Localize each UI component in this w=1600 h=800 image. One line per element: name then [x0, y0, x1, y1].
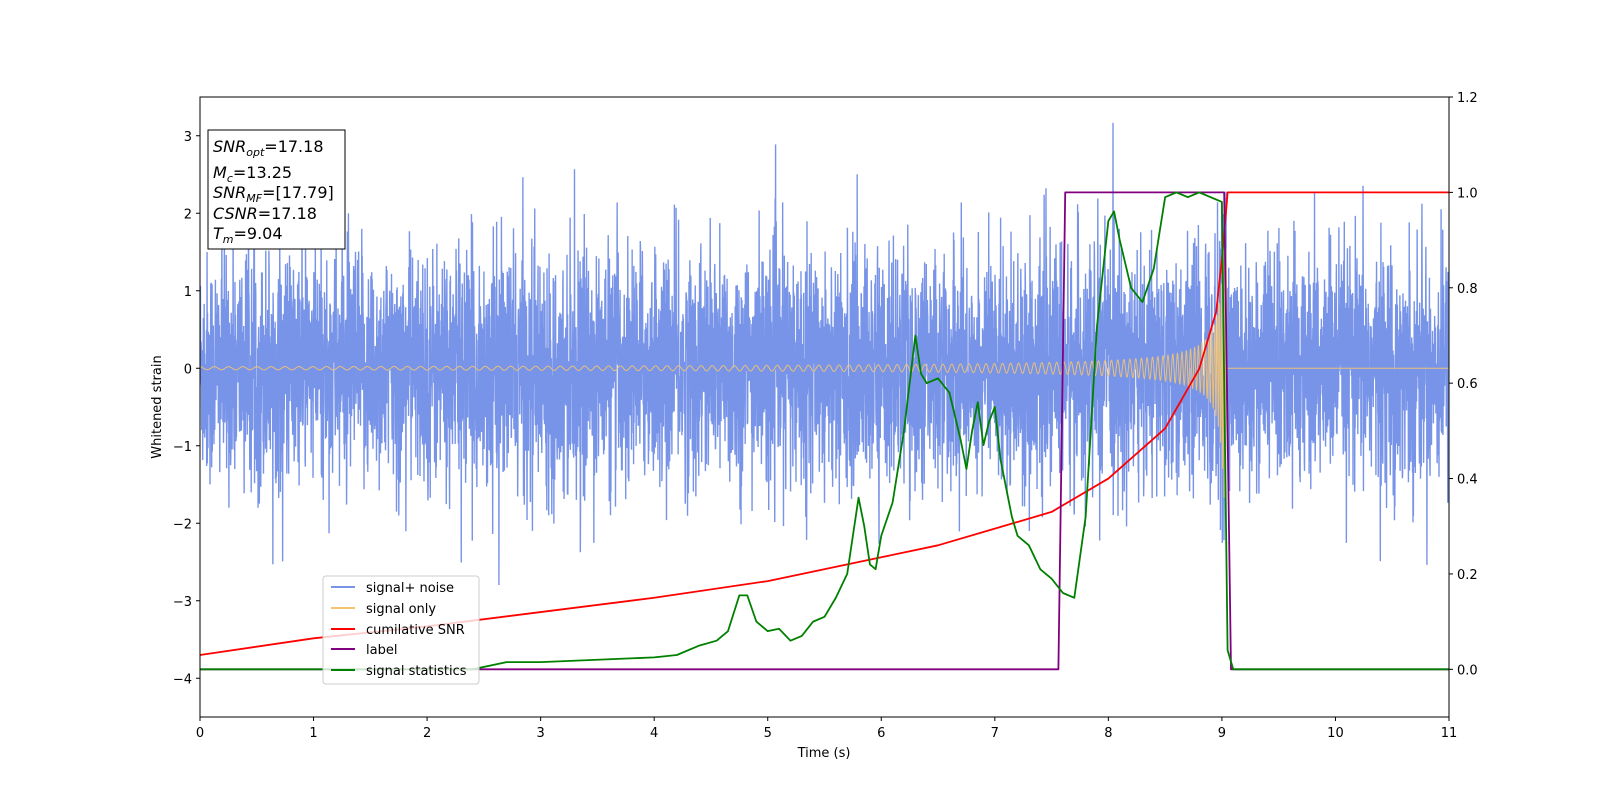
x-tick-label-5: 5 — [764, 726, 772, 741]
info-snr-mf: SNRMF=[17.79] — [213, 183, 334, 205]
y-right-tick-label-1: 1.0 — [1457, 186, 1478, 201]
y-right-tick-label-2: 0.8 — [1457, 282, 1478, 297]
y-axis-left-ticks: 3 2 1 0 −1 −2 −3 −4 — [173, 130, 200, 687]
y-left-tick-label-5: −2 — [173, 517, 192, 532]
x-tick-label-6: 6 — [877, 726, 885, 741]
info-mc: Mc=13.25 — [213, 163, 292, 185]
legend-label-cumulative-snr: cumilative SNR — [366, 623, 465, 638]
y-left-tick-label-2: 1 — [184, 285, 192, 300]
y-right-tick-label-4: 0.4 — [1457, 473, 1478, 488]
x-tick-label-11: 11 — [1441, 726, 1458, 741]
x-tick-label-8: 8 — [1104, 726, 1112, 741]
y-left-tick-label-6: −3 — [173, 595, 192, 610]
y-left-tick-label-7: −4 — [173, 672, 192, 687]
legend-label-label: label — [366, 643, 397, 658]
y-left-tick-label-3: 0 — [184, 362, 192, 377]
x-tick-label-7: 7 — [991, 726, 999, 741]
legend-label-signal-statistics: signal statistics — [366, 664, 467, 679]
legend-label-signal-only: signal only — [366, 602, 436, 617]
signal-noise-line — [200, 122, 1449, 585]
y-right-tick-label-0: 1.2 — [1457, 91, 1478, 106]
info-snr-opt: SNRopt=17.18 — [213, 137, 324, 159]
x-tick-label-10: 10 — [1327, 726, 1344, 741]
x-axis-ticks: 0 1 2 3 4 5 6 7 8 9 10 11 — [196, 717, 1457, 741]
info-tm: Tm=9.04 — [213, 224, 283, 246]
signal-only-series — [200, 239, 1449, 500]
signal-only-line — [200, 239, 1449, 500]
legend-label-signal-noise: signal+ noise — [366, 581, 454, 596]
x-tick-label-9: 9 — [1218, 726, 1226, 741]
series-signal-statistics — [200, 191, 1449, 671]
legend: signal+ noise signal only cumilative SNR… — [322, 575, 480, 685]
x-tick-label-2: 2 — [423, 726, 431, 741]
x-tick-label-1: 1 — [309, 726, 317, 741]
x-tick-label-4: 4 — [650, 726, 658, 741]
y-right-tick-label-3: 0.6 — [1457, 377, 1478, 392]
right-axis-series — [200, 191, 1449, 671]
y-left-tick-label-0: 3 — [184, 130, 192, 145]
y-left-tick-label-4: −1 — [173, 440, 192, 455]
x-tick-label-0: 0 — [196, 726, 204, 741]
y-right-tick-label-5: 0.2 — [1457, 568, 1478, 583]
signal-noise-series — [200, 122, 1449, 585]
info-csnr: CSNR=17.18 — [213, 204, 317, 223]
plot-frame — [199, 96, 1450, 718]
y-left-tick-label-1: 2 — [184, 207, 192, 222]
x-axis-label: Time (s) — [797, 746, 851, 761]
y-axis-right-ticks: 1.2 1.0 0.8 0.6 0.4 0.2 0.0 — [1449, 91, 1478, 678]
y-right-tick-label-6: 0.0 — [1457, 663, 1478, 678]
info-box: SNRopt=17.18 Mc=13.25 SNRMF=[17.79] CSNR… — [207, 129, 346, 250]
x-tick-label-3: 3 — [536, 726, 544, 741]
y-axis-label: Whitened strain — [150, 355, 165, 458]
